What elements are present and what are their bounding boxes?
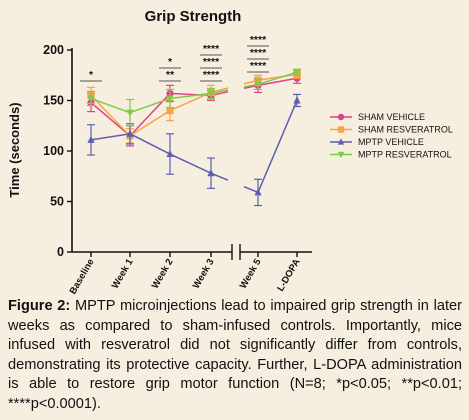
x-tick-label: Week 5 <box>238 256 264 290</box>
legend-marker <box>337 113 345 121</box>
series-line <box>210 172 229 181</box>
series-mptp-resveratrol <box>87 68 301 127</box>
data-point <box>87 95 95 103</box>
legend: SHAM VEHICLE SHAM RESVERATROL MPTP VEHICLE… <box>330 112 453 160</box>
data-point <box>254 81 262 89</box>
chart-title: Grip Strength <box>145 8 242 25</box>
legend-marker <box>337 138 345 145</box>
x-tick-label: Week 1 <box>110 256 136 290</box>
series-line <box>90 91 212 137</box>
series-line <box>243 83 259 88</box>
series-line <box>257 73 298 82</box>
caption-text: MPTP microinjections lead to impaired gr… <box>8 298 462 412</box>
y-tick-label: 100 <box>43 144 64 158</box>
series-line <box>90 133 212 174</box>
data-point <box>126 129 134 137</box>
data-point <box>293 96 301 104</box>
significance-label: **** <box>250 47 267 59</box>
significance-label: * <box>89 69 94 81</box>
significance-week-3: ************ <box>200 43 222 82</box>
y-tick-label: 200 <box>43 43 64 57</box>
caption-label: Figure 2: <box>8 298 71 314</box>
series-line <box>257 100 298 193</box>
data-point <box>254 188 262 196</box>
series-line <box>257 71 298 86</box>
significance-label: * <box>168 56 173 68</box>
legend-item: SHAM VEHICLE <box>330 112 425 122</box>
x-tick-label: Week 3 <box>191 257 217 291</box>
legend-label: MPTP RESVERATROL <box>358 150 452 160</box>
series-line <box>243 185 259 194</box>
data-point <box>166 95 174 103</box>
series-mptp-vehicle <box>87 93 301 207</box>
y-axis-label: Time (seconds) <box>7 102 22 197</box>
data-point <box>166 149 174 158</box>
significance-label: **** <box>203 43 220 55</box>
legend-marker <box>337 151 345 159</box>
figure-caption: Figure 2: MPTP microinjections lead to i… <box>8 297 462 415</box>
series-line <box>90 92 212 137</box>
legend-label: SHAM VEHICLE <box>358 112 425 122</box>
data-point <box>207 90 215 98</box>
significance-week-2: *** <box>159 56 181 82</box>
grip-strength-chart: Grip Strength Time (seconds) 0 50 100 150 20… <box>7 8 453 295</box>
significance-label: **** <box>203 56 220 68</box>
data-point <box>87 135 95 143</box>
legend-item: SHAM RESVERATROL <box>330 125 453 135</box>
x-tick-label: Week 2 <box>150 257 176 291</box>
significance-label: **** <box>250 60 267 72</box>
y-tick-label: 150 <box>43 94 64 108</box>
series-line <box>90 92 212 114</box>
significance-week-5: ************ <box>247 34 269 73</box>
legend-label: SHAM RESVERATROL <box>358 125 453 135</box>
significance-label: **** <box>250 34 267 46</box>
significance-label: **** <box>203 69 220 81</box>
legend-marker <box>337 126 345 133</box>
data-point <box>166 107 174 115</box>
data-point <box>126 109 134 117</box>
x-tick-label: Baseline <box>68 257 97 295</box>
x-tick-label: L-DOPA <box>275 257 302 294</box>
y-tick-label: 50 <box>50 195 64 209</box>
series-line <box>257 77 298 87</box>
legend-item: MPTP VEHICLE <box>330 137 424 147</box>
significance-label: ** <box>166 69 175 81</box>
y-tick-label: 0 <box>57 245 64 259</box>
plot-area: **************************** <box>80 34 301 207</box>
legend-item: MPTP RESVERATROL <box>330 150 452 160</box>
series-line <box>210 89 229 95</box>
data-point <box>207 169 215 177</box>
significance-baseline: * <box>80 69 102 82</box>
legend-label: MPTP VEHICLE <box>358 137 424 147</box>
data-point <box>293 69 301 77</box>
